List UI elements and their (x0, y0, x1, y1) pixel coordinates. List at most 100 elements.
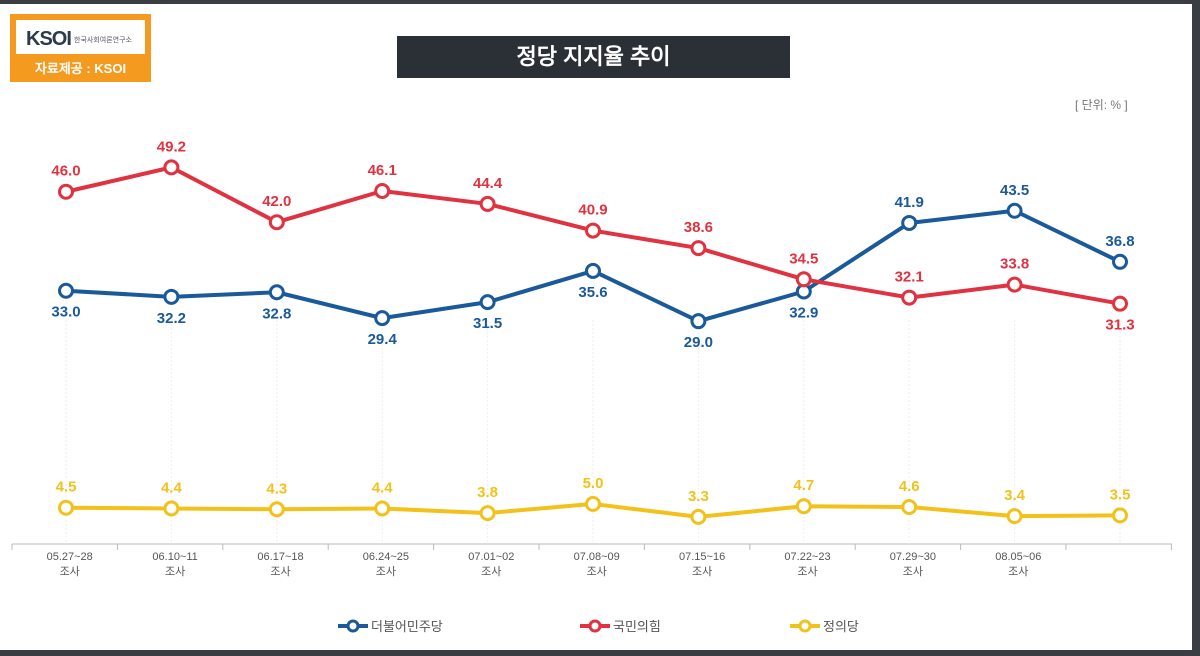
data-point (58, 499, 74, 516)
unit-label: [ 단위: % ] (1075, 98, 1128, 112)
legend-marker (346, 619, 360, 633)
data-point (585, 262, 601, 279)
data-point (58, 183, 74, 200)
data-point (690, 313, 707, 330)
data-point (163, 288, 180, 305)
data-label: 34.5 (789, 250, 818, 267)
data-label: 49.2 (157, 138, 186, 155)
data-label: 4.7 (793, 477, 814, 494)
data-label: 5.0 (583, 475, 604, 492)
data-point (901, 289, 918, 306)
data-label: 33.0 (51, 304, 80, 321)
series-1: 46.0 49.2 42.0 46.1 44.4 40.9 38.6 34.5 32.1 33.8… (51, 138, 1134, 333)
data-point (1112, 507, 1128, 524)
data-label: 38.6 (684, 219, 713, 236)
chart-frame (0, 4, 1192, 650)
x-tick-suffix: 조사 (481, 565, 501, 578)
data-label: 46.0 (51, 163, 80, 180)
x-tick-label: 05.27~28 (47, 551, 93, 563)
data-point (479, 294, 496, 311)
data-label: 31.5 (473, 315, 502, 332)
data-point (374, 182, 391, 199)
ksoi-logo: KSOI 한국사회여론연구소 자료제공 : KSOI (10, 14, 151, 82)
data-label: 4.4 (161, 479, 183, 496)
data-label: 41.9 (895, 194, 924, 211)
data-label: 46.1 (368, 162, 397, 179)
x-tick-suffix: 조사 (60, 565, 80, 578)
series-2: 4.5 4.4 4.3 4.4 3.8 5.0 3.3 4.7 4.6 3.4 3.5 (56, 475, 1131, 525)
data-point (585, 222, 601, 239)
data-label: 29.4 (368, 331, 398, 348)
x-tick-suffix: 조사 (376, 565, 396, 578)
data-point (268, 284, 285, 301)
x-tick-suffix: 조사 (1008, 565, 1028, 578)
data-point (795, 498, 812, 515)
data-point (1006, 508, 1023, 525)
data-point (690, 240, 707, 257)
data-point (1112, 295, 1128, 312)
data-point (268, 214, 285, 231)
data-label: 32.1 (895, 269, 924, 286)
data-label: 33.8 (1000, 256, 1029, 273)
data-point (1006, 276, 1023, 293)
legend-label: 정의당 (823, 619, 859, 634)
x-tick-suffix: 조사 (903, 565, 923, 578)
x-tick-label: 08.05~06 (995, 551, 1041, 563)
data-label: 44.4 (473, 175, 503, 192)
data-label: 35.6 (578, 284, 607, 301)
data-point (795, 271, 812, 288)
data-label: 36.8 (1105, 233, 1134, 250)
data-label: 31.3 (1105, 317, 1134, 334)
x-tick-label: 06.24~25 (363, 551, 409, 563)
data-point (479, 505, 496, 522)
x-tick-label: 07.22~23 (784, 551, 830, 563)
data-point (1006, 202, 1023, 219)
logo-subtitle: 한국사회여론연구소 (74, 37, 132, 44)
x-tick-label: 07.01~02 (468, 551, 514, 563)
data-label: 42.0 (262, 193, 291, 210)
data-label: 32.2 (157, 310, 186, 327)
x-tick-label: 07.15~16 (679, 551, 725, 563)
data-point (268, 501, 285, 518)
x-tick-suffix: 조사 (692, 565, 712, 578)
data-label: 4.4 (372, 479, 394, 496)
data-point (163, 159, 180, 176)
data-label: 32.9 (789, 304, 818, 321)
data-point (163, 500, 180, 517)
x-tick-suffix: 조사 (587, 565, 607, 578)
data-label: 3.3 (688, 488, 709, 505)
chart-title: 정당 지지율 추이 (397, 36, 790, 78)
data-label: 3.8 (477, 484, 498, 501)
x-tick-label: 07.08~09 (574, 551, 620, 563)
x-tick-suffix: 조사 (797, 565, 817, 578)
data-label: 4.3 (266, 480, 287, 497)
data-label: 4.5 (56, 479, 77, 496)
logo-brand: KSOI (26, 28, 72, 50)
data-label: 3.4 (1004, 487, 1026, 504)
x-tick-label: 07.29~30 (890, 551, 936, 563)
data-label: 32.8 (262, 305, 291, 322)
data-label: 4.6 (899, 478, 920, 495)
x-tick-label: 06.10~11 (152, 551, 197, 563)
data-point (690, 508, 707, 525)
x-tick-suffix: 조사 (270, 565, 290, 578)
data-point (1112, 253, 1128, 270)
data-point (479, 195, 496, 212)
x-tick-label: 06.17~18 (257, 551, 303, 563)
data-point (58, 282, 74, 299)
legend-marker (588, 619, 602, 633)
x-tick-suffix: 조사 (165, 565, 185, 578)
data-label: 43.5 (1000, 182, 1029, 199)
data-point (901, 214, 918, 231)
legend-label: 국민의힘 (613, 619, 661, 634)
logo-credit: 자료제공 : KSOI (34, 61, 127, 76)
data-label: 3.5 (1110, 486, 1131, 503)
legend-label: 더불어민주당 (371, 619, 443, 634)
series-0: 33.0 32.2 32.8 29.4 31.5 35.6 29.0 32.9 41.9 43.5… (51, 182, 1134, 351)
data-label: 29.0 (684, 334, 713, 351)
data-label: 40.9 (578, 202, 607, 219)
data-point (374, 500, 391, 517)
legend-marker (798, 619, 812, 633)
logo-top: KSOI 한국사회여론연구소 (16, 20, 145, 54)
